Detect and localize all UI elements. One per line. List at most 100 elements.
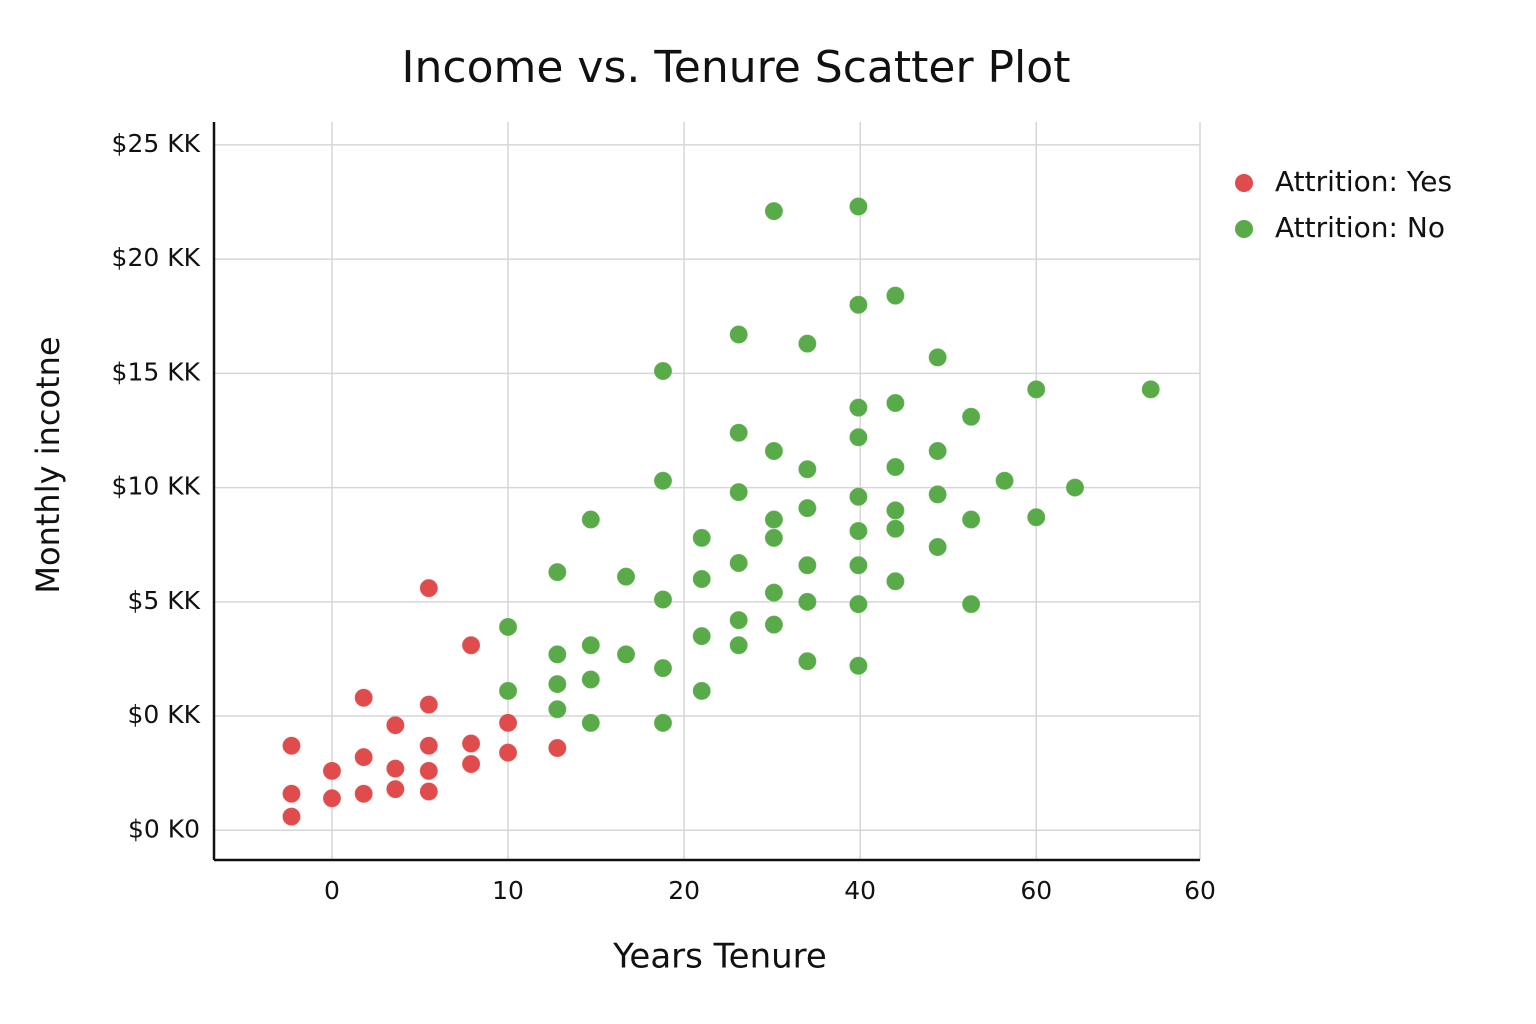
- legend-label: Attrition: Yes: [1275, 165, 1452, 198]
- scatter-point: [886, 519, 905, 538]
- legend-marker: [1235, 174, 1253, 192]
- scatter-point: [322, 789, 341, 808]
- y-tick-label: $5 KK: [127, 586, 200, 615]
- scatter-point: [764, 202, 783, 221]
- scatter-point: [928, 348, 947, 367]
- scatter-point: [798, 334, 817, 353]
- scatter-point: [849, 295, 868, 314]
- chart-title: Income vs. Tenure Scatter Plot: [402, 42, 1071, 93]
- scatter-point: [581, 510, 600, 529]
- scatter-point: [849, 398, 868, 417]
- y-tick-label: $0 KK: [127, 700, 200, 729]
- scatter-point: [692, 569, 711, 588]
- scatter-point: [419, 736, 438, 755]
- scatter-point: [764, 528, 783, 547]
- scatter-point: [354, 688, 373, 707]
- x-tick-label: 60: [1020, 876, 1052, 905]
- x-tick-label: 40: [844, 876, 876, 905]
- scatter-point: [548, 645, 567, 664]
- scatter-point: [462, 636, 481, 655]
- y-tick-label: $10 KK: [112, 472, 201, 501]
- scatter-point: [1065, 478, 1084, 497]
- scatter-point: [962, 407, 981, 426]
- scatter-point: [849, 197, 868, 216]
- scatter-point: [928, 537, 947, 556]
- scatter-point: [729, 483, 748, 502]
- scatter-point: [653, 659, 672, 678]
- scatter-point: [849, 428, 868, 447]
- scatter-point: [729, 636, 748, 655]
- scatter-point: [886, 458, 905, 477]
- y-tick-label: $20 KK: [112, 243, 201, 272]
- scatter-point: [354, 748, 373, 767]
- x-tick-label: 60: [1184, 876, 1216, 905]
- scatter-point: [798, 499, 817, 518]
- scatter-point: [581, 636, 600, 655]
- scatter-point: [962, 510, 981, 529]
- legend-marker: [1235, 220, 1253, 238]
- x-tick-label: 20: [668, 876, 700, 905]
- scatter-point: [886, 501, 905, 520]
- scatter-point: [995, 471, 1014, 490]
- scatter-point: [886, 572, 905, 591]
- scatter-point: [729, 553, 748, 572]
- scatter-point: [386, 716, 405, 735]
- scatter-point: [928, 485, 947, 504]
- y-axis-label: Monthly incotne: [29, 336, 67, 593]
- scatter-point: [548, 675, 567, 694]
- scatter-point: [764, 615, 783, 634]
- scatter-point: [1027, 380, 1046, 399]
- scatter-point: [928, 442, 947, 461]
- scatter-point: [729, 611, 748, 630]
- scatter-point: [499, 681, 518, 700]
- scatter-point: [1141, 380, 1160, 399]
- scatter-point: [849, 487, 868, 506]
- scatter-point: [581, 713, 600, 732]
- scatter-point: [548, 739, 567, 758]
- legend-label: Attrition: No: [1275, 211, 1445, 244]
- y-tick-label: $25 KK: [112, 129, 201, 158]
- scatter-point: [729, 423, 748, 442]
- scatter-point: [462, 734, 481, 753]
- scatter-point: [849, 556, 868, 575]
- scatter-point: [886, 286, 905, 305]
- scatter-point: [764, 510, 783, 529]
- scatter-point: [798, 652, 817, 671]
- scatter-point: [499, 713, 518, 732]
- x-tick-label: 0: [324, 876, 340, 905]
- scatter-point: [729, 325, 748, 344]
- scatter-point: [282, 736, 301, 755]
- scatter-point: [581, 670, 600, 689]
- scatter-point: [282, 807, 301, 826]
- scatter-point: [886, 394, 905, 413]
- x-axis-label: Years Tenure: [612, 937, 827, 977]
- scatter-point: [764, 583, 783, 602]
- scatter-point: [962, 595, 981, 614]
- scatter-point: [653, 362, 672, 381]
- scatter-point: [849, 595, 868, 614]
- scatter-point: [419, 761, 438, 780]
- scatter-point: [548, 563, 567, 582]
- scatter-point: [282, 784, 301, 803]
- scatter-point: [653, 713, 672, 732]
- scatter-point: [692, 627, 711, 646]
- scatter-point: [548, 700, 567, 719]
- scatter-point: [692, 681, 711, 700]
- scatter-point: [322, 761, 341, 780]
- scatter-point: [386, 780, 405, 799]
- scatter-point: [764, 442, 783, 461]
- scatter-point: [419, 695, 438, 714]
- scatter-point: [419, 579, 438, 598]
- scatter-point: [499, 743, 518, 762]
- scatter-point: [499, 617, 518, 636]
- y-tick-label: $15 KK: [112, 357, 201, 386]
- scatter-point: [798, 556, 817, 575]
- scatter-point: [386, 759, 405, 778]
- scatter-point: [617, 645, 636, 664]
- x-tick-label: 10: [492, 876, 524, 905]
- scatter-point: [849, 521, 868, 540]
- scatter-point: [692, 528, 711, 547]
- scatter-point: [653, 471, 672, 490]
